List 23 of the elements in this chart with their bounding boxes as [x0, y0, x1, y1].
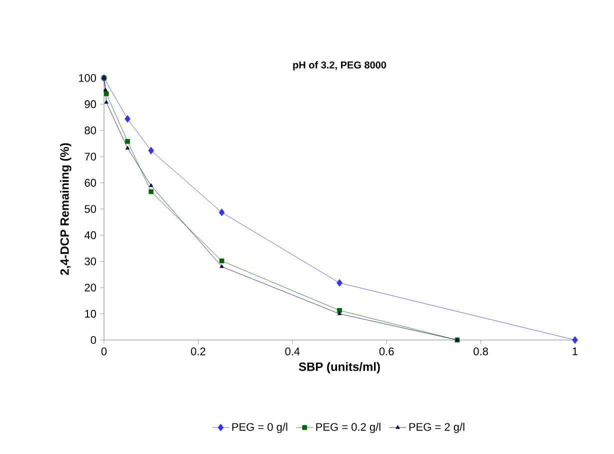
- y-tick-label: 90: [84, 100, 96, 108]
- x-tick-label: 0.2: [190, 348, 206, 356]
- y-axis-title: 2,4-DCP Remaining (%): [60, 143, 72, 275]
- y-tick-label: 30: [84, 258, 96, 266]
- y-tick-label: 40: [84, 231, 96, 240]
- x-axis-title: SBP (units/ml): [298, 362, 380, 374]
- y-tick-label: 80: [84, 126, 96, 134]
- x-tick-label: 0: [101, 348, 107, 356]
- y-tick-label: 10: [85, 310, 96, 318]
- y-tick-label: 60: [84, 178, 96, 187]
- x-tick-label: 0.4: [285, 348, 300, 356]
- y-tick-label: 20: [84, 284, 96, 292]
- x-tick-label: 0.6: [379, 348, 394, 356]
- y-tick-label: 50: [84, 205, 96, 213]
- chart-title: pH of 3.2, PEG 8000: [293, 61, 386, 70]
- x-tick-label: 0.8: [474, 348, 488, 356]
- y-tick-label: 70: [84, 152, 96, 160]
- y-tick-label: 100: [78, 74, 96, 82]
- legend-label: PEG = 0 g/l: [232, 422, 288, 434]
- legend-label: PEG = 0.2 g/l: [316, 422, 380, 434]
- x-tick-label: 1: [572, 348, 578, 356]
- y-tick-label: 0: [90, 336, 96, 344]
- legend-label: PEG = 2 g/l: [409, 422, 464, 434]
